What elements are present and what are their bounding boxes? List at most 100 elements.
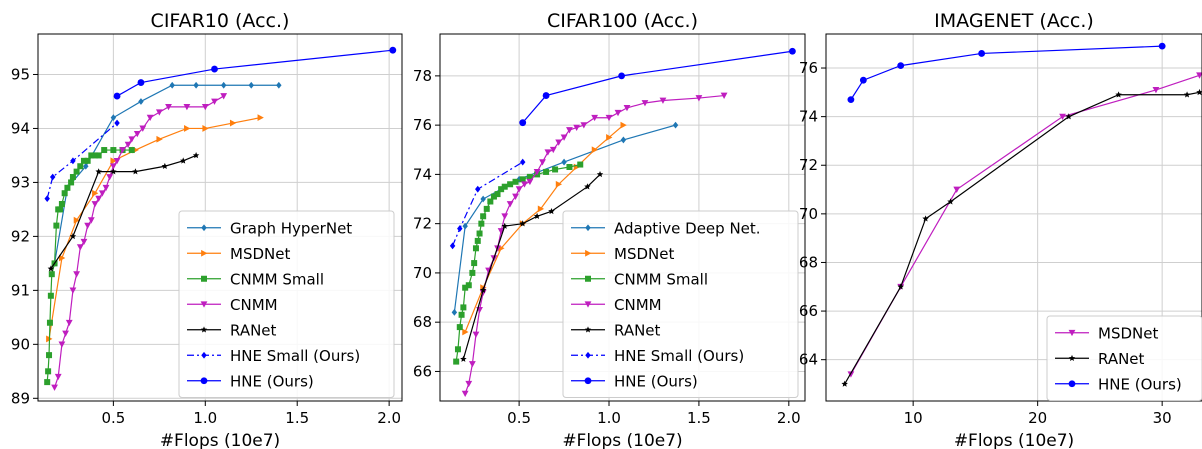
- data-point-ranet: [584, 183, 591, 190]
- data-point-cnmm: [555, 139, 563, 146]
- data-point-cnmm: [65, 319, 73, 327]
- series-line-ranet: [462, 173, 601, 360]
- data-point-cnmm-small: [57, 206, 64, 213]
- data-point-cnmm: [69, 287, 77, 294]
- legend-label-cnmm: CNMM: [614, 296, 662, 314]
- data-point-ranet: [533, 212, 541, 220]
- data-point-cnmm-small: [77, 163, 84, 170]
- data-point-msdnet: [953, 186, 961, 193]
- data-point-cnmm-small: [47, 292, 54, 299]
- data-point-hne-ours: [211, 65, 218, 73]
- data-point-cnmm: [465, 380, 473, 388]
- data-point-cnmm: [533, 169, 541, 176]
- data-point-cnmm: [539, 159, 546, 166]
- data-point-cnmm-small: [490, 193, 497, 200]
- data-point-cnmm: [605, 114, 613, 122]
- data-point-cnmm-small: [128, 147, 135, 154]
- data-point-cnmm: [84, 222, 92, 229]
- data-point-cnmm-small: [543, 168, 550, 175]
- data-point-cnmm-small: [460, 304, 467, 311]
- data-point-ranet: [501, 222, 508, 229]
- data-point-cnmm-small: [512, 178, 519, 185]
- x-tick-label: 1.0: [597, 409, 621, 427]
- data-point-ranet: [460, 355, 467, 362]
- data-point-cnmm-small: [458, 311, 465, 318]
- data-point-cnmm: [139, 125, 147, 132]
- data-point-cnmm: [472, 331, 480, 338]
- data-point-cnmm: [201, 103, 209, 111]
- data-point-cnmm-small: [483, 205, 490, 212]
- data-point-cnmm: [591, 114, 599, 122]
- data-point-hne-ours: [389, 46, 397, 54]
- data-point-hne-ours: [519, 119, 527, 127]
- series-line-hne-ours: [116, 49, 393, 97]
- data-point-cnmm-small: [453, 358, 460, 365]
- data-point-cnmm-small: [101, 147, 108, 154]
- data-point-hne-ours: [113, 92, 121, 100]
- y-tick-label: 70: [799, 205, 818, 223]
- legend-marker-ranet: [584, 326, 592, 333]
- data-point-hne-ours: [542, 92, 550, 99]
- data-point-cnmm-small: [48, 271, 55, 278]
- data-point-cnmm: [183, 103, 191, 111]
- data-point-hne-ours: [1158, 42, 1166, 50]
- data-point-msdnet: [1196, 72, 1202, 79]
- data-point-cnmm-small: [577, 161, 584, 168]
- data-point-ranet: [897, 283, 904, 290]
- data-point-cnmm: [128, 136, 136, 143]
- data-point-cnmm: [76, 244, 84, 251]
- data-point-cnmm: [124, 141, 132, 149]
- data-point-cnmm: [91, 201, 99, 208]
- series-line-hne-ours: [522, 50, 793, 124]
- chart-title: CIFAR100 (Acc.): [547, 10, 698, 32]
- data-point-cnmm-small: [68, 179, 75, 186]
- series-line-hne-ours: [850, 45, 1163, 100]
- legend-box: [1046, 315, 1202, 401]
- legend-marker-ranet: [200, 326, 208, 333]
- data-point-cnmm: [113, 157, 121, 165]
- data-point-msdnet: [156, 135, 163, 143]
- legend-label-msdnet: MSDNet: [230, 245, 290, 263]
- data-point-cnmm-small: [44, 379, 51, 386]
- x-tick-label: 2.0: [377, 409, 401, 427]
- legend-marker-ranet: [1068, 354, 1076, 361]
- data-point-cnmm-small: [456, 324, 463, 331]
- data-point-cnmm-small: [566, 164, 573, 171]
- data-point-cnmm-small: [471, 260, 478, 267]
- data-point-cnmm-small: [507, 181, 514, 188]
- data-point-cnmm: [641, 100, 649, 107]
- data-point-msdnet: [202, 125, 209, 132]
- legend-box: [178, 210, 395, 398]
- data-point-cnmm-small: [476, 230, 483, 237]
- data-point-adaptive-deep-net: [462, 222, 468, 230]
- x-tick-label: 1.0: [193, 409, 217, 427]
- data-point-cnmm-small: [480, 213, 487, 220]
- series-line-ranet: [50, 154, 197, 270]
- data-point-cnmm: [87, 217, 95, 224]
- data-point-msdnet: [59, 254, 66, 262]
- data-point-cnmm: [73, 271, 81, 278]
- legend-marker-hne-small-ours: [201, 351, 207, 359]
- data-point-cnmm-small: [474, 237, 481, 244]
- data-point-ranet: [947, 198, 954, 205]
- data-point-cnmm: [560, 134, 568, 141]
- data-point-cnmm-small: [472, 245, 479, 252]
- data-point-cnmm-small: [465, 282, 472, 289]
- series-line-hne-small-ours: [452, 161, 524, 247]
- data-point-cnmm-small: [91, 152, 98, 159]
- data-point-cnmm-small: [61, 190, 68, 197]
- legend-label-graph-hypernet: Graph HyperNet: [230, 219, 352, 237]
- data-point-msdnet: [537, 205, 545, 213]
- data-point-cnmm: [549, 146, 557, 154]
- data-point-cnmm: [479, 289, 487, 297]
- data-point-graph-hypernet: [193, 81, 199, 89]
- y-tick-label: 76: [413, 116, 432, 134]
- data-point-cnmm: [515, 186, 523, 193]
- data-point-cnmm-small: [462, 284, 469, 291]
- data-point-graph-hypernet: [83, 162, 89, 170]
- data-point-cnmm-small: [46, 352, 53, 359]
- data-point-hne-small-ours: [44, 195, 50, 203]
- x-tick-label: 2.0: [777, 409, 801, 427]
- data-point-msdnet: [184, 125, 191, 132]
- data-point-hne-ours: [137, 79, 145, 86]
